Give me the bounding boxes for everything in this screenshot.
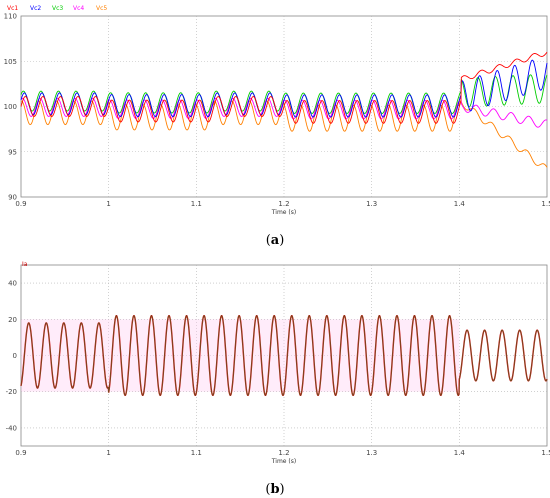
x-axis-label: Time (s) (271, 209, 296, 216)
x-tick-label: 1.4 (454, 449, 466, 457)
y-tick-label: 100 (4, 103, 17, 111)
caption-a: (a) (266, 233, 285, 248)
y-tick-label: 0 (13, 352, 17, 360)
x-tick-label: 1.3 (366, 200, 377, 208)
y-tick-label: -20 (6, 388, 17, 396)
x-tick-label: 1.4 (454, 200, 466, 208)
x-tick-label: 1.1 (191, 449, 202, 457)
legend-entry: Vc4 (73, 5, 84, 12)
x-tick-label: 1.5 (541, 449, 550, 457)
x-tick-label: 1 (106, 200, 110, 208)
x-tick-label: 0.9 (15, 449, 26, 457)
x-tick-label: 1.5 (541, 200, 550, 208)
legend-entry: Vc3 (52, 5, 63, 12)
caption-b: (b) (265, 482, 284, 497)
y-tick-label: 105 (4, 58, 17, 66)
y-tick-label: 40 (8, 280, 17, 288)
x-tick-label: 1.3 (366, 449, 377, 457)
y-tick-label: -40 (6, 424, 17, 432)
x-tick-label: 1.2 (278, 449, 289, 457)
y-tick-label: 110 (4, 13, 17, 21)
legend-entry: Vc2 (30, 5, 41, 12)
series-line-ia-overlay (20, 315, 548, 396)
legend-entry: Ia (22, 261, 28, 268)
x-tick-label: 1 (106, 449, 110, 457)
x-axis-label: Time (s) (271, 458, 296, 465)
y-tick-label: 90 (8, 194, 17, 202)
x-tick-label: 1.1 (191, 200, 202, 208)
x-tick-label: 0.9 (15, 200, 26, 208)
x-tick-label: 1.2 (278, 200, 289, 208)
y-tick-label: 95 (8, 148, 17, 156)
chart-panel-b: 0.9 1 1.1 1.2 1.3 1.4 1.5 -40 -20 0 20 40 Time (s) Ia (6, 261, 550, 465)
chart-panel-a: 0.9 1 1.1 1.2 1.3 1.4 1.5 90 95 100 105 110 Time (s)… (4, 5, 550, 216)
series-line-vc1 (20, 51, 548, 124)
current-band (21, 319, 460, 392)
series-line-vc3 (20, 74, 548, 114)
legend-entry: Vc1 (7, 5, 18, 12)
legend-entry: Vc5 (96, 5, 107, 12)
series-line-vc2 (20, 59, 548, 118)
y-tick-label: 20 (8, 316, 17, 324)
